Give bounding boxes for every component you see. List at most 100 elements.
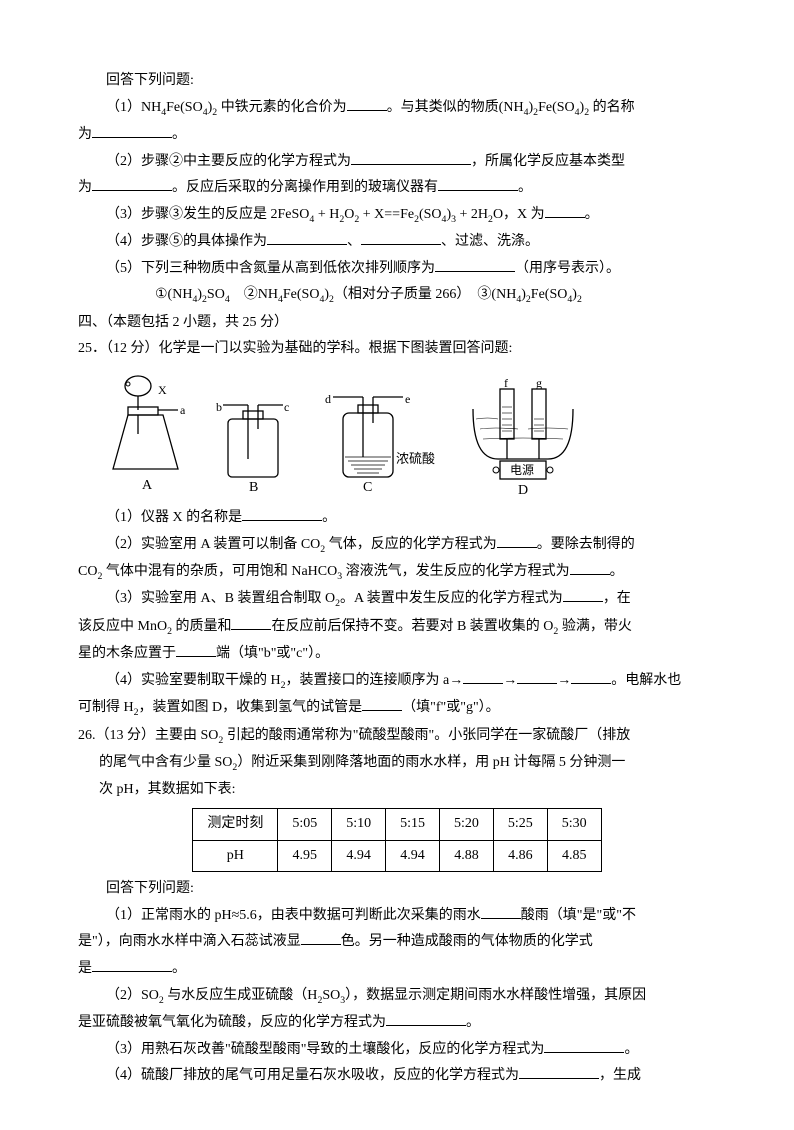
blank-arrow2[interactable] <box>517 669 557 684</box>
p26-head-c: 的尾气中含有少量 SO <box>99 755 232 770</box>
blank-op1[interactable] <box>267 230 347 245</box>
p25-1: （1）仪器 X 的名称是 。 <box>78 505 716 532</box>
q3-text-c: O <box>344 207 354 222</box>
q4-text-c: 、过滤、洗涤。 <box>441 234 539 249</box>
q5-text-g: Fe(SO <box>283 287 320 302</box>
p26-2-line2: 是亚硫酸被氧气氧化为硫酸，反应的化学方程式为。 <box>78 1010 716 1037</box>
blank-n-order[interactable] <box>435 257 515 272</box>
label-D: D <box>518 483 528 498</box>
blank-compound-name[interactable] <box>92 123 172 138</box>
blank-oxidation-eq[interactable] <box>386 1011 466 1026</box>
p25-4-h: （填"f"或"g"）。 <box>402 700 500 715</box>
p26-head-d: ）附近采集到刚降落地面的雨水水样，用 pH 计每隔 5 分钟测一 <box>237 755 625 770</box>
cell: 5:15 <box>386 809 440 841</box>
p26-1-e: 是 <box>78 961 92 976</box>
p25-3-f: 在反应前后保持不变。若要对 B 装置收集的 O <box>271 619 553 634</box>
label-e: e <box>405 392 410 406</box>
q1-text-b: Fe(SO <box>166 100 203 115</box>
p26-4: （4）硫酸厂排放的尾气可用足量石灰水吸收，反应的化学方程式为 ，生成 <box>78 1063 716 1090</box>
p25-3-e: 的质量和 <box>172 619 232 634</box>
blank-arrow3[interactable] <box>571 669 611 684</box>
p26-head-line1: 26.（13 分）主要由 SO2 引起的酸雨通常称为"硫酸型酸雨"。小张同学在一… <box>78 723 716 750</box>
p25-2-e: 气体中混有的杂质，可用饱和 NaHCO <box>102 564 337 579</box>
blank-op2[interactable] <box>361 230 441 245</box>
cell: 5:30 <box>547 809 601 841</box>
cell: 5:05 <box>278 809 332 841</box>
q3-line: （3）步骤③发生的反应是 2FeSO4 + H2O2 + X==Fe2(SO4)… <box>78 202 716 229</box>
label-a: a <box>180 403 186 417</box>
blank-other-gas[interactable] <box>92 957 172 972</box>
blank-fe-valence[interactable] <box>347 96 387 111</box>
p25-2-b: 气体，反应的化学方程式为 <box>325 537 497 552</box>
label-C: C <box>363 480 372 495</box>
p25-4-a: （4）实验室要制取干燥的 H <box>106 673 281 688</box>
blank-litmus-color[interactable] <box>301 930 341 945</box>
p26-1-d: 色。另一种造成酸雨的气体物质的化学式 <box>341 934 593 949</box>
q1-line1: （1）NH4Fe(SO4)2 中铁元素的化合价为。与其类似的物质(NH4)2Fe… <box>78 95 716 122</box>
q2-line2: 为。反应后采取的分离操作用到的玻璃仪器有。 <box>78 175 716 202</box>
apparatus-c: d e 浓硫酸 C <box>325 392 435 495</box>
p25-3-a: （3）实验室用 A、B 装置组合制取 O <box>106 591 335 606</box>
apparatus-svg: X a A b c B d <box>78 369 598 499</box>
p25-1-a: （1）仪器 X 的名称是 <box>106 510 242 525</box>
p26-2-c: SO <box>322 988 340 1003</box>
blank-x[interactable] <box>545 203 585 218</box>
p26-2-e: 是亚硫酸被氧气氧化为硫酸，反应的化学方程式为 <box>78 1015 386 1030</box>
p25-4-line2: 可制得 H2，装置如图 D，收集到氢气的试管是（填"f"或"g"）。 <box>78 695 716 722</box>
p25-1-b: 。 <box>322 510 336 525</box>
p25-4-b: ，装置接口的连接顺序为 a→ <box>286 673 464 688</box>
p26-1-a: （1）正常雨水的 pH≈5.6，由表中数据可判断此次采集的雨水 <box>106 908 481 923</box>
cell: 4.86 <box>493 840 547 872</box>
blank-nahco3-eq[interactable] <box>570 560 610 575</box>
p26-1-c: 是"），向雨水水样中滴入石蕊试液显 <box>78 934 301 949</box>
q3-text-h: O，X 为 <box>493 207 545 222</box>
p26-head-line2: 的尾气中含有少量 SO2）附近采集到刚降落地面的雨水水样，用 pH 计每隔 5 … <box>78 750 716 777</box>
p26-4-a: （4）硫酸厂排放的尾气可用足量石灰水吸收，反应的化学方程式为 <box>106 1068 519 1083</box>
cell: pH <box>193 840 278 872</box>
p26-4-b: ，生成 <box>599 1068 641 1083</box>
p25-4-d: → <box>557 673 571 688</box>
q5-text-i: （相对分子质量 266） ③(NH <box>334 287 516 302</box>
cell: 4.95 <box>278 840 332 872</box>
table-row-ph: pH 4.95 4.94 4.94 4.88 4.86 4.85 <box>193 840 601 872</box>
p26-2-line1: （2）SO2 与水反应生成亚硫酸（H2SO3），数据显示测定期间雨水水样酸性增强… <box>78 983 716 1010</box>
q1-text-i: 的名称 <box>589 100 635 115</box>
blank-limewater-eq[interactable] <box>519 1064 599 1079</box>
blank-glassware[interactable] <box>438 176 518 191</box>
blank-lime-eq[interactable] <box>544 1038 624 1053</box>
q1-text-a: （1）NH <box>106 100 161 115</box>
q4-line: （4）步骤⑤的具体操作为、、过滤、洗涤。 <box>78 229 716 256</box>
q1-text-g: Fe(SO <box>538 100 575 115</box>
p25-4-line1: （4）实验室要制取干燥的 H2，装置接口的连接顺序为 a→→→。电解水也 <box>78 668 716 695</box>
p25-4-g: ，装置如图 D，收集到氢气的试管是 <box>139 700 363 715</box>
q3-text-g: + 2H <box>456 207 488 222</box>
table-row-time: 测定时刻 5:05 5:10 5:15 5:20 5:25 5:30 <box>193 809 601 841</box>
label-power: 电源 <box>510 463 534 477</box>
label-b: b <box>216 400 222 414</box>
q5-text-k: Fe(SO <box>531 287 568 302</box>
q2-line1: （2）步骤②中主要反应的化学方程式为，所属化学反应基本类型 <box>78 149 716 176</box>
blank-mno2-prop[interactable] <box>231 615 271 630</box>
q1-text-d: 中铁元素的化合价为 <box>217 100 347 115</box>
blank-step2-eq[interactable] <box>351 150 471 165</box>
cell: 4.85 <box>547 840 601 872</box>
blank-o2-eq[interactable] <box>563 587 603 602</box>
blank-rxn-type[interactable] <box>92 176 172 191</box>
p25-2-g: 。 <box>610 564 624 579</box>
blank-fg-tube[interactable] <box>362 696 402 711</box>
q5-line1: （5）下列三种物质中含氮量从高到低依次排列顺序为（用序号表示）。 <box>78 256 716 283</box>
blank-x-name[interactable] <box>242 506 322 521</box>
blank-co2-eq[interactable] <box>497 533 537 548</box>
cell: 4.88 <box>440 840 494 872</box>
q1-text-e: 。与其类似的物质(NH <box>387 100 524 115</box>
q4-text-a: （4）步骤⑤的具体操作为 <box>106 234 267 249</box>
q5-line2: ①(NH4)2SO4 ②NH4Fe(SO4)2（相对分子质量 266） ③(NH… <box>78 282 716 309</box>
blank-is-acid-rain[interactable] <box>481 904 521 919</box>
p25-2-a: （2）实验室用 A 装置可以制备 CO <box>106 537 320 552</box>
p26-2-b: 与水反应生成亚硫酸（H <box>164 988 318 1003</box>
q5-text-b: （用序号表示）。 <box>515 261 620 276</box>
blank-arrow1[interactable] <box>463 669 503 684</box>
blank-bc-end[interactable] <box>176 642 216 657</box>
q3-text-d: + X==Fe <box>359 207 414 222</box>
p25-2-d: CO <box>78 564 97 579</box>
